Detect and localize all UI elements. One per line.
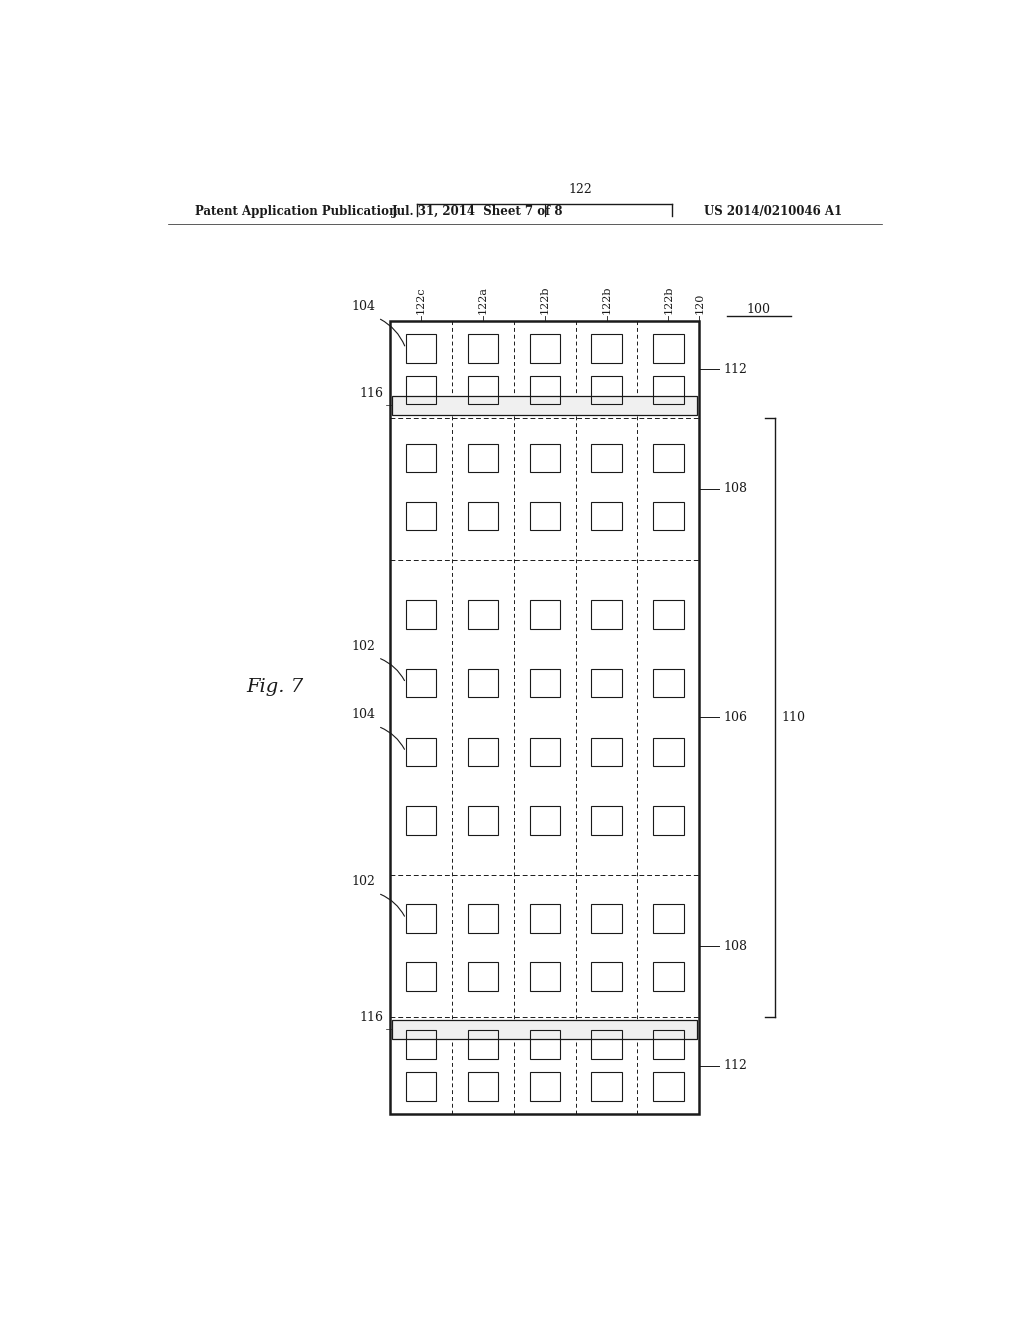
Bar [529,1072,560,1101]
Bar [592,502,622,531]
Bar [406,962,436,991]
Text: 120: 120 [694,293,705,314]
Bar [529,376,560,404]
Bar [406,669,436,697]
Text: 122c: 122c [416,286,426,314]
Bar [406,1072,436,1101]
Bar [653,444,684,473]
Text: 100: 100 [746,304,771,315]
Bar [406,502,436,531]
Bar [592,738,622,766]
Bar [529,807,560,834]
Text: 108: 108 [723,940,748,953]
Bar [468,334,498,363]
Bar [592,1072,622,1101]
Bar [406,738,436,766]
Text: 112: 112 [723,1059,748,1072]
Bar [529,738,560,766]
Bar [392,396,697,414]
Bar [653,807,684,834]
Bar [468,962,498,991]
Text: 122b: 122b [601,285,611,314]
Bar [592,444,622,473]
Text: 102: 102 [351,875,376,888]
Bar [592,904,622,933]
Bar [406,334,436,363]
Bar [653,738,684,766]
Bar [390,321,699,1114]
Bar [529,444,560,473]
Bar [468,444,498,473]
Bar [653,669,684,697]
Bar [653,1031,684,1059]
Bar [406,376,436,404]
Bar [653,1072,684,1101]
Bar [529,962,560,991]
Bar [468,669,498,697]
Bar [653,376,684,404]
Bar [468,738,498,766]
Text: 102: 102 [351,640,376,652]
Bar [592,376,622,404]
Bar [406,444,436,473]
Bar [592,807,622,834]
Bar [592,334,622,363]
Text: 122a: 122a [478,286,487,314]
Text: Jul. 31, 2014  Sheet 7 of 8: Jul. 31, 2014 Sheet 7 of 8 [391,205,563,218]
Bar [406,1031,436,1059]
Bar [592,669,622,697]
Bar [592,962,622,991]
Bar [468,502,498,531]
Text: 104: 104 [351,709,376,721]
Bar [592,1031,622,1059]
Text: US 2014/0210046 A1: US 2014/0210046 A1 [705,205,842,218]
Bar [406,601,436,628]
Bar [592,601,622,628]
Text: Fig. 7: Fig. 7 [246,678,303,696]
Bar [406,807,436,834]
Text: 110: 110 [781,711,805,723]
Text: 122: 122 [568,183,592,195]
Bar [529,669,560,697]
Bar [653,904,684,933]
Text: 116: 116 [359,1011,384,1024]
Bar [653,334,684,363]
Bar [468,807,498,834]
Bar [468,601,498,628]
Text: 104: 104 [351,300,376,313]
Bar [529,502,560,531]
Bar [406,904,436,933]
Bar [529,1031,560,1059]
Text: Patent Application Publication: Patent Application Publication [196,205,398,218]
Bar [468,1072,498,1101]
Bar [529,904,560,933]
Bar [529,601,560,628]
Text: 108: 108 [723,482,748,495]
Bar [468,376,498,404]
Bar [392,1020,697,1039]
Text: 106: 106 [723,711,748,723]
Bar [468,1031,498,1059]
Text: 122b: 122b [664,285,674,314]
Bar [653,502,684,531]
Bar [653,601,684,628]
Text: 112: 112 [723,363,748,376]
Text: 122b: 122b [540,285,550,314]
Text: 116: 116 [359,387,384,400]
Bar [468,904,498,933]
Bar [653,962,684,991]
Bar [529,334,560,363]
